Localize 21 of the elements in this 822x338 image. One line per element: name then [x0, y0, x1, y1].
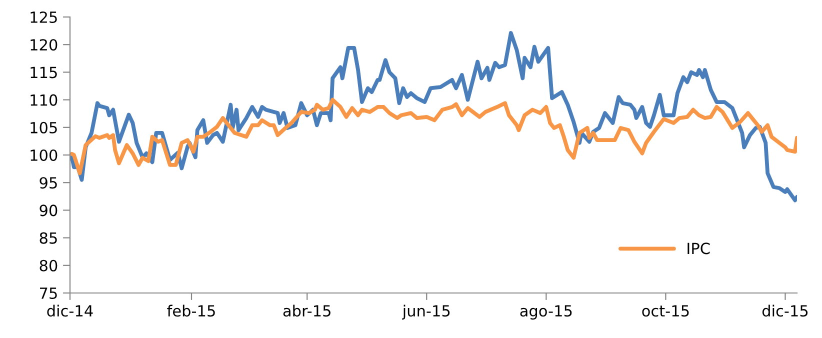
- y-tick-label: 110: [30, 94, 58, 106]
- x-tick-label: ago-15: [520, 305, 572, 320]
- x-tick-label: abr-15: [283, 304, 330, 317]
- y-tick-label: 75: [40, 288, 57, 300]
- y-tick-label: 90: [40, 204, 58, 216]
- y-tick-label: 125: [30, 11, 57, 24]
- line-series: [70, 31, 797, 202]
- x-tick-label: feb-15: [167, 304, 215, 317]
- y-tick-label: 115: [30, 66, 57, 78]
- y-tick-label: 105: [30, 122, 57, 134]
- y-tick-label: 80: [40, 260, 58, 272]
- x-tick-label: jun-15: [402, 304, 450, 320]
- line-series: [70, 98, 797, 176]
- y-tick-label: 120: [30, 39, 58, 51]
- x-tick-label: dic-14: [47, 304, 93, 317]
- x-tick-label: dic-15: [762, 304, 808, 317]
- y-tick-label: 85: [40, 232, 57, 244]
- y-tick-label: 95: [40, 177, 57, 189]
- legend-label: IPC: [688, 242, 710, 254]
- y-tick-label: 100: [30, 149, 58, 162]
- x-tick-label: oct-15: [642, 305, 689, 317]
